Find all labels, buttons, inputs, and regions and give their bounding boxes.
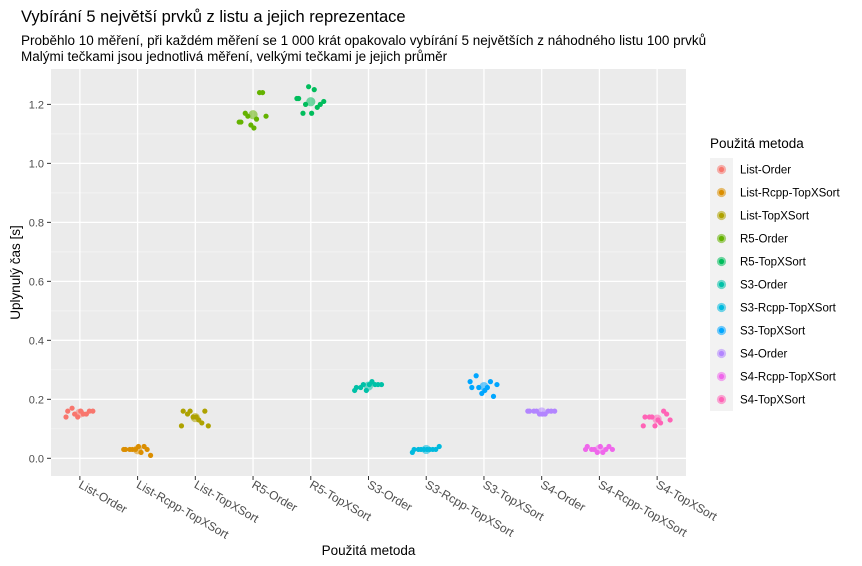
legend-mean-point — [716, 187, 727, 198]
x-tick-label: S3-Order — [365, 477, 415, 514]
x-tick-label: S4-Order — [538, 477, 588, 514]
legend-mean-point — [716, 302, 727, 313]
mean-point — [190, 413, 200, 423]
data-point — [86, 408, 92, 414]
data-point — [487, 379, 494, 385]
data-point — [321, 98, 327, 105]
legend-label: S3-Rcpp-TopXSort — [740, 303, 837, 315]
mean-point — [306, 97, 316, 107]
legend-mean-point — [716, 348, 727, 359]
legend-label: S4-Order — [740, 349, 787, 361]
chart-subtitle-line-1: Proběhlo 10 měření, při každém měření se… — [21, 33, 707, 48]
x-tick-label: R5-Order — [250, 477, 300, 514]
mean-point — [594, 444, 605, 454]
legend-label: List-Order — [740, 165, 791, 177]
data-point — [409, 449, 415, 456]
y-tick-label: 0.6 — [29, 276, 44, 288]
y-axis-title: Uplynulý čas [s] — [8, 225, 23, 320]
legend-mean-point — [716, 371, 727, 382]
data-point — [236, 119, 242, 125]
data-point — [473, 373, 479, 379]
legend-mean-point — [716, 210, 727, 221]
legend-mean-point — [716, 394, 727, 405]
data-point — [205, 423, 211, 429]
y-tick-label: 1.2 — [29, 99, 44, 111]
x-tick-label: R5-TopXSort — [307, 477, 374, 524]
y-tick-label: 1.0 — [29, 158, 44, 170]
mean-point — [363, 381, 374, 391]
data-point — [300, 110, 306, 116]
data-point — [263, 113, 269, 119]
data-point — [317, 101, 323, 107]
legend-mean-point — [716, 325, 727, 336]
mean-point — [537, 407, 547, 417]
data-point — [664, 411, 670, 417]
data-point — [469, 384, 475, 391]
data-point — [352, 387, 358, 394]
x-tick-label: List-Order — [76, 477, 129, 516]
data-point — [63, 414, 69, 420]
legend-mean-point — [716, 256, 727, 267]
data-point — [69, 405, 75, 411]
legend-title: Použitá metoda — [710, 136, 804, 151]
data-point — [65, 408, 71, 414]
legend-label: R5-TopXSort — [740, 257, 807, 269]
legend-label: S4-TopXSort — [740, 395, 806, 407]
y-tick-label: 0.2 — [29, 394, 44, 406]
data-point — [375, 381, 381, 388]
data-point — [187, 408, 193, 414]
data-point — [640, 423, 646, 429]
data-point — [667, 417, 673, 423]
data-point — [433, 446, 439, 453]
legend-label: List-TopXSort — [740, 211, 810, 223]
data-point — [178, 423, 185, 429]
legend-label: S3-Order — [740, 280, 787, 292]
legend-label: List-Rcpp-TopXSort — [740, 188, 841, 200]
data-point — [609, 446, 615, 453]
data-point — [147, 452, 154, 458]
mean-point — [75, 408, 85, 418]
mean-point — [248, 110, 258, 120]
data-point — [202, 408, 208, 414]
data-point — [606, 443, 612, 450]
data-point — [642, 414, 648, 420]
data-point — [251, 125, 257, 131]
legend-label: S3-TopXSort — [740, 326, 806, 338]
data-point — [311, 87, 317, 93]
data-point — [259, 89, 266, 96]
legend-label: R5-Order — [740, 234, 788, 246]
y-tick-label: 0.8 — [29, 217, 44, 229]
data-point — [494, 381, 500, 388]
data-point — [306, 84, 312, 90]
data-point — [294, 95, 300, 102]
data-point — [436, 443, 442, 450]
y-tick-label: 0.4 — [29, 335, 44, 347]
data-point — [582, 446, 589, 453]
legend-mean-point — [716, 233, 727, 244]
data-point — [309, 110, 315, 116]
legend-mean-point — [716, 279, 727, 290]
mean-point — [479, 382, 489, 392]
mean-point — [132, 445, 143, 455]
legend-label: S4-Rcpp-TopXSort — [740, 372, 837, 384]
data-point — [144, 446, 150, 453]
x-axis-title: Použitá metoda — [322, 543, 416, 558]
data-point — [652, 423, 658, 429]
data-point — [548, 408, 554, 414]
legend-mean-point — [716, 164, 727, 175]
data-point — [525, 408, 531, 414]
chart-title: Vybírání 5 největší prvků z listu a jeji… — [21, 8, 406, 26]
chart-subtitle-line-2: Malými tečkami jsou jednotlivá měření, v… — [21, 49, 448, 64]
y-tick-label: 0.0 — [29, 453, 44, 465]
mean-point — [652, 414, 662, 424]
data-point — [490, 393, 497, 399]
data-point — [467, 379, 473, 385]
data-point — [121, 446, 127, 453]
mean-point — [421, 444, 431, 455]
data-point — [180, 408, 186, 414]
